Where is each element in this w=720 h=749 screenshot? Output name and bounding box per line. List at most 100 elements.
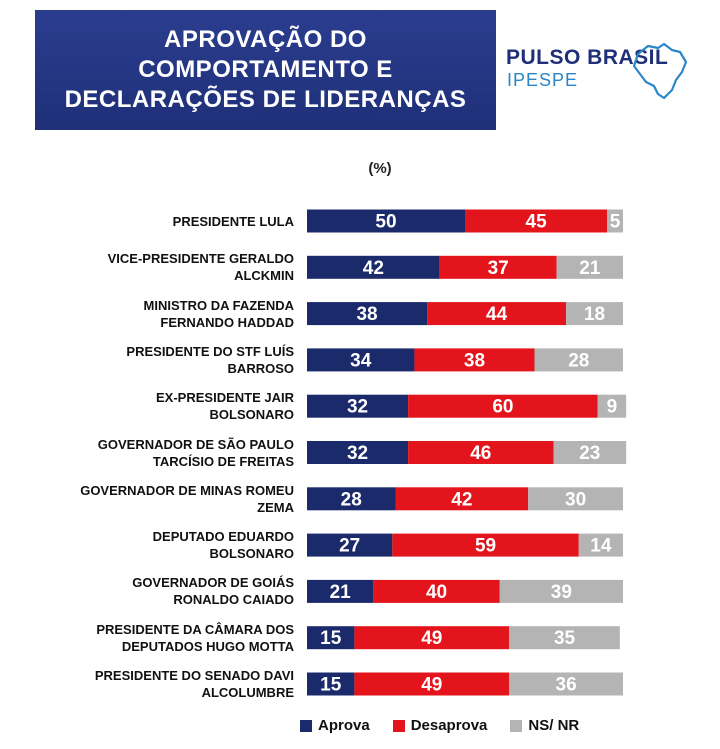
category-label-line: FERNANDO HADDAD: [160, 314, 294, 330]
category-label-line: DEPUTADO EDUARDO: [152, 529, 294, 545]
data-label-ns-nr-10: 35: [554, 628, 576, 649]
category-label-line: DEPUTADOS HUGO MOTTA: [121, 638, 294, 654]
data-label-aprova-4: 34: [350, 350, 372, 371]
data-label-desaprova-9: 40: [426, 582, 447, 603]
legend-label-aprova: Aprova: [318, 717, 370, 734]
category-label-line: GOVERNADOR DE MINAS ROMEU: [80, 482, 294, 498]
bar-aprova-10: [307, 626, 355, 650]
bar-ns-nr-8: [578, 533, 623, 557]
legend-swatch-nsnr: [510, 719, 523, 732]
bar-ns-nr-3: [566, 302, 623, 326]
bar-ns-nr-6: [553, 441, 627, 464]
bar-aprova-1: [307, 209, 465, 233]
data-label-ns-nr-11: 36: [556, 675, 577, 696]
category-label: GOVERNADOR DE GOIÁS RONALDO CAIADO: [40, 574, 294, 608]
bar-ns-nr-11: [509, 672, 623, 696]
data-label-ns-nr-5: 9: [607, 397, 618, 418]
bar-desaprova-4: [414, 348, 535, 372]
data-label-desaprova-11: 49: [421, 675, 442, 696]
bar-ns-nr-9: [499, 579, 623, 603]
data-label-ns-nr-2: 21: [579, 258, 601, 279]
data-label-desaprova-2: 37: [488, 258, 509, 279]
category-label-line: TARCÍSIO DE FREITAS: [152, 453, 294, 469]
category-label: PRESIDENTE DA CÂMARA DOS DEPUTADOS HUGO M…: [40, 621, 294, 655]
data-label-aprova-8: 27: [339, 536, 360, 557]
category-label-line: ALCOLUMBRE: [201, 685, 294, 700]
legend-item-aprova: Aprova: [300, 717, 370, 734]
bar-desaprova-8: [392, 533, 579, 557]
data-label-aprova-1: 50: [375, 212, 396, 233]
data-label-desaprova-6: 46: [470, 443, 491, 464]
data-label-desaprova-5: 60: [492, 397, 513, 418]
bar-desaprova-5: [408, 394, 598, 418]
bar-desaprova-9: [373, 579, 500, 603]
category-label-line: RONALDO CAIADO: [173, 592, 294, 608]
category-label-line: MINISTRO DA FAZENDA: [143, 297, 294, 313]
bar-desaprova-1: [465, 209, 608, 233]
category-label-line: BOLSONARO: [209, 407, 295, 423]
category-label: EX-PRESIDENTE JAIR BOLSONARO: [40, 389, 294, 423]
data-label-aprova-2: 42: [363, 258, 384, 279]
bar-desaprova-10: [354, 626, 510, 650]
category-label: PRESIDENTE LULA: [40, 213, 294, 230]
category-label: DEPUTADO EDUARDO BOLSONARO: [40, 528, 294, 562]
data-label-ns-nr-4: 28: [568, 350, 589, 371]
bar-aprova-3: [307, 302, 428, 326]
category-label-line: ZEMA: [257, 499, 294, 515]
data-label-aprova-5: 32: [347, 397, 368, 418]
bar-aprova-5: [307, 394, 409, 418]
data-label-desaprova-10: 49: [421, 628, 442, 649]
bar-desaprova-7: [395, 487, 529, 511]
data-label-ns-nr-6: 23: [579, 443, 600, 464]
category-label-line: PRESIDENTE DO STF LUÍS: [126, 343, 294, 359]
data-label-desaprova-1: 45: [526, 212, 548, 233]
category-label-line: VICE-PRESIDENTE GERALDO: [107, 251, 294, 267]
data-label-aprova-11: 15: [320, 675, 342, 696]
category-label-line: GOVERNADOR DE GOIÁS: [132, 575, 294, 591]
bar-desaprova-3: [427, 302, 567, 326]
bar-ns-nr-10: [509, 626, 620, 650]
bar-aprova-8: [307, 533, 393, 557]
legend-item-desaprova: Desaprova: [392, 717, 488, 734]
bar-ns-nr-1: [607, 209, 623, 233]
legend: Aprova Desaprova NS/ NR: [300, 717, 602, 734]
legend-swatch-aprova: [300, 719, 312, 732]
category-label: MINISTRO DA FAZENDA FERNANDO HADDAD: [40, 297, 294, 331]
category-label-line: GOVERNADOR DE SÃO PAULO: [97, 436, 294, 452]
data-label-ns-nr-7: 30: [565, 489, 586, 510]
bar-aprova-4: [307, 348, 415, 372]
title-banner: APROVAÇÃO DO COMPORTAMENTO E DECLARAÇÕES…: [35, 10, 496, 130]
bar-aprova-2: [307, 255, 440, 279]
logo-brand-name: PULSO BRASIL: [506, 46, 669, 69]
category-label-line: PRESIDENTE DA CÂMARA DOS: [96, 621, 294, 637]
bar-ns-nr-7: [528, 487, 623, 511]
bar-aprova-6: [307, 441, 409, 464]
data-label-ns-nr-8: 14: [590, 536, 612, 557]
category-label-line: ALCKMIN: [234, 268, 294, 284]
legend-label-nsnr: NS/ NR: [528, 717, 580, 734]
category-label: PRESIDENTE DO SENADO DAVI ALCOLUMBRE: [40, 667, 294, 701]
bar-ns-nr-5: [597, 394, 627, 418]
data-label-aprova-3: 38: [356, 304, 377, 325]
bar-ns-nr-4: [534, 348, 623, 372]
category-label-line: EX-PRESIDENTE JAIR: [156, 390, 294, 406]
data-label-desaprova-4: 38: [464, 350, 485, 371]
title-line-3: DECLARAÇÕES DE LIDERANÇAS: [64, 86, 467, 113]
title-line-2: COMPORTAMENTO E: [138, 56, 393, 83]
bar-aprova-9: [307, 579, 374, 603]
title-line-1: APROVAÇÃO DO: [164, 26, 367, 53]
category-label-line: BOLSONARO: [209, 546, 295, 562]
category-label: GOVERNADOR DE MINAS ROMEU ZEMA: [40, 482, 294, 516]
legend-label-desaprova: Desaprova: [410, 717, 488, 734]
legend-item-nsnr: NS/ NR: [510, 717, 579, 734]
bar-desaprova-2: [439, 255, 557, 279]
data-label-aprova-9: 21: [330, 582, 352, 603]
category-label-line: PRESIDENTE LULA: [172, 213, 294, 229]
data-label-aprova-7: 28: [341, 489, 362, 510]
bar-aprova-11: [307, 672, 355, 696]
category-label: VICE-PRESIDENTE GERALDO ALCKMIN: [40, 250, 294, 284]
bar-ns-nr-2: [556, 255, 623, 279]
bar-aprova-7: [307, 487, 396, 511]
bar-desaprova-11: [354, 672, 510, 696]
